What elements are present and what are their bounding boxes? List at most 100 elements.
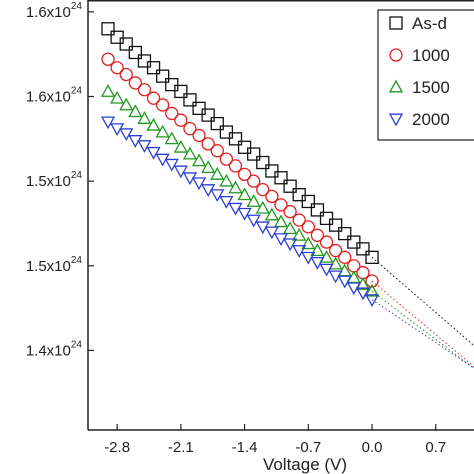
legend-label: As-d (412, 14, 447, 33)
x-tick-label: -1.4 (232, 439, 258, 456)
marker (119, 67, 133, 82)
marker (137, 111, 152, 124)
legend-label: 1000 (412, 46, 450, 65)
marker (110, 90, 125, 104)
marker (137, 140, 152, 153)
y-tick-label-exponent: 24 (71, 1, 83, 12)
marker (219, 196, 234, 209)
marker (210, 167, 225, 180)
marker (146, 91, 161, 105)
marker (110, 61, 124, 75)
marker (191, 153, 207, 167)
marker (119, 37, 133, 51)
marker (310, 228, 325, 242)
marker (338, 250, 352, 264)
marker (319, 235, 334, 249)
marker (347, 235, 361, 249)
marker (356, 242, 370, 256)
marker (328, 243, 343, 258)
marker (247, 147, 261, 161)
y-tick-label-base: 1.5x10 (26, 258, 71, 275)
marker (256, 155, 270, 170)
plot-area: 1.6x10241.6x10241.5x10241.5x10241.4x1024… (26, 0, 474, 456)
legend-marker (389, 16, 403, 30)
marker (128, 76, 142, 90)
marker (364, 294, 380, 307)
y-tick-label-base: 1.4x10 (26, 342, 71, 359)
marker (173, 165, 188, 179)
marker (137, 54, 152, 68)
fit-line (371, 299, 474, 369)
marker (319, 249, 334, 263)
fit-line (371, 290, 474, 369)
x-axis-label: Voltage (V) (263, 455, 347, 474)
marker (228, 180, 243, 194)
marker (292, 188, 306, 202)
marker (110, 30, 124, 44)
marker (328, 256, 343, 270)
marker (101, 22, 115, 36)
marker (282, 238, 298, 252)
marker (165, 106, 179, 121)
marker (247, 174, 261, 188)
y-tick-label-base: 1.6x10 (26, 4, 71, 21)
x-tick-label: -2.8 (104, 439, 130, 456)
marker (319, 263, 334, 277)
series (101, 52, 474, 368)
marker (328, 218, 343, 232)
marker (301, 220, 315, 234)
marker (292, 245, 307, 258)
marker (182, 146, 198, 160)
marker (228, 132, 243, 146)
legend-marker (388, 113, 404, 127)
marker (128, 104, 143, 118)
marker (365, 274, 379, 288)
marker (156, 69, 170, 83)
marker (165, 77, 179, 92)
marker (219, 125, 234, 139)
marker (301, 236, 316, 250)
marker (174, 84, 188, 99)
marker (146, 117, 161, 131)
x-tick-label: -2.1 (168, 439, 194, 456)
marker (364, 283, 380, 297)
marker (228, 159, 243, 173)
marker (192, 128, 206, 143)
series (101, 22, 474, 346)
marker (237, 207, 252, 221)
marker (164, 158, 179, 172)
marker (156, 98, 170, 112)
marker (256, 182, 270, 197)
marker (237, 167, 252, 182)
fit-line (371, 280, 474, 368)
marker (246, 194, 261, 207)
marker (164, 131, 179, 145)
marker (146, 146, 161, 160)
marker (265, 189, 279, 204)
marker (183, 122, 197, 136)
marker (310, 203, 325, 217)
marker (183, 93, 197, 107)
marker (174, 113, 188, 127)
marker (274, 198, 288, 212)
marker (101, 52, 115, 66)
marker (219, 152, 234, 166)
marker (100, 84, 116, 97)
marker (292, 213, 306, 227)
marker (355, 287, 371, 301)
marker (210, 189, 225, 203)
y-tick-label-base: 1.5x10 (26, 173, 71, 190)
y-tick-label-exponent: 24 (71, 85, 83, 96)
marker (146, 61, 161, 75)
marker (201, 137, 215, 151)
marker (274, 171, 288, 185)
x-tick-label: 0.7 (425, 439, 446, 456)
legend-box (377, 9, 474, 141)
legend-marker (388, 79, 404, 93)
y-tick-label: 1.5x1024 (26, 255, 83, 275)
y-tick-label: 1.6x1024 (26, 1, 83, 21)
marker (119, 128, 134, 142)
marker (282, 221, 298, 234)
